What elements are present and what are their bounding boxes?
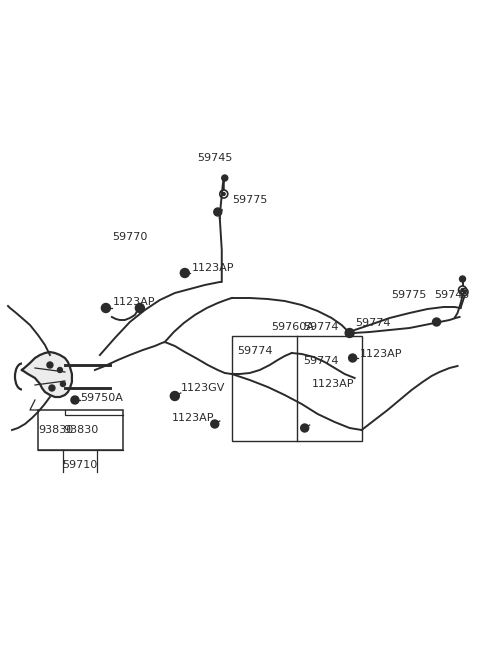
Polygon shape (22, 352, 72, 397)
Circle shape (58, 367, 62, 373)
Text: 59760A: 59760A (271, 322, 313, 332)
Text: 1123AP: 1123AP (172, 413, 215, 423)
Circle shape (211, 420, 219, 428)
Text: 59750A: 59750A (80, 393, 123, 403)
Text: 59774: 59774 (303, 322, 339, 332)
Bar (38, 410, 123, 450)
Circle shape (60, 381, 65, 386)
Text: 59775: 59775 (232, 195, 267, 205)
Circle shape (49, 385, 55, 391)
Circle shape (214, 208, 222, 216)
Circle shape (71, 396, 79, 404)
Text: 93830: 93830 (63, 425, 98, 435)
Circle shape (463, 291, 466, 293)
Circle shape (180, 269, 189, 278)
Bar (232, 336, 361, 441)
Circle shape (47, 362, 53, 368)
Circle shape (459, 276, 466, 282)
Text: 59745: 59745 (434, 290, 470, 300)
Text: 1123AP: 1123AP (192, 263, 234, 273)
Circle shape (461, 289, 464, 291)
Circle shape (432, 318, 441, 326)
Circle shape (345, 329, 354, 337)
Circle shape (222, 175, 228, 181)
Text: 59710: 59710 (62, 460, 97, 470)
Text: 59770: 59770 (112, 232, 147, 242)
Text: 59774: 59774 (237, 346, 272, 356)
Circle shape (300, 424, 309, 432)
Circle shape (135, 303, 144, 312)
Circle shape (170, 392, 180, 400)
Circle shape (101, 303, 110, 312)
Text: 1123AP: 1123AP (360, 349, 402, 359)
Text: 59745: 59745 (197, 153, 232, 163)
Text: 1123GV: 1123GV (181, 383, 225, 393)
Circle shape (348, 354, 357, 362)
Text: 1123AP: 1123AP (113, 297, 156, 307)
Text: 59774: 59774 (303, 356, 339, 366)
Text: 93830: 93830 (38, 425, 73, 435)
Text: 59775: 59775 (392, 290, 427, 300)
Text: 1123AP: 1123AP (312, 379, 354, 389)
Circle shape (222, 193, 225, 195)
Text: 59774: 59774 (356, 318, 391, 328)
